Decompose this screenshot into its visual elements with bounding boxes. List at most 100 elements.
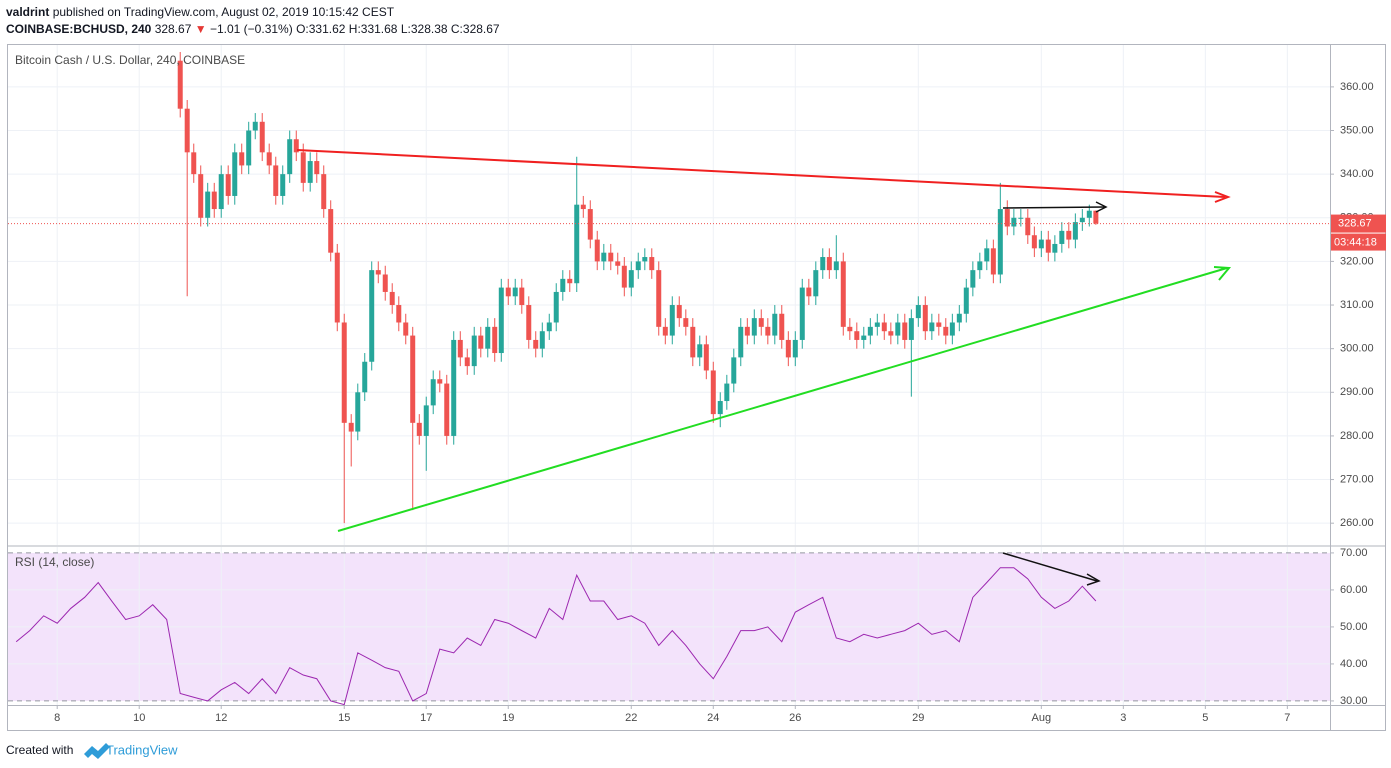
frame [7, 44, 1386, 731]
last-price-label: 328.67 [1338, 217, 1372, 229]
y-tick-label: 30.00 [1340, 695, 1368, 707]
candle-body [321, 174, 327, 210]
x-tick-label: 29 [912, 712, 924, 724]
candle-body [765, 326, 771, 336]
candle-body [580, 204, 586, 210]
candle-body [348, 422, 354, 432]
x-tick-label: 8 [54, 712, 60, 724]
candle-body [615, 261, 621, 266]
candle-body [744, 326, 750, 336]
x-tick-label: 10 [133, 712, 145, 724]
candle-body [498, 287, 504, 354]
candle-body [608, 252, 614, 262]
ohlc-h-value: 331.68 [360, 22, 398, 36]
candle-body [710, 370, 716, 415]
candle-body [587, 209, 593, 240]
candle-body [799, 287, 805, 340]
y-tick-label: 60.00 [1340, 584, 1368, 596]
ohlc-c: C: [450, 22, 463, 36]
candle-body [396, 305, 402, 323]
candle-body [847, 326, 853, 332]
candle-body [375, 270, 381, 275]
drawings [296, 149, 1232, 586]
candle-body [560, 278, 566, 292]
y-tick-label: 70.00 [1340, 547, 1368, 559]
candle-body [218, 174, 224, 210]
y-tick-label: 270.00 [1340, 473, 1374, 485]
ohlc-o-value: 331.62 [308, 22, 346, 36]
candle-body [273, 165, 279, 196]
candle-body [826, 257, 832, 271]
candle-body [792, 339, 798, 358]
rsi-arrow [1002, 552, 1098, 582]
candle-body [813, 270, 819, 297]
candle-body [963, 287, 969, 314]
x-tick-label: 5 [1202, 712, 1208, 724]
candle-body [854, 331, 860, 340]
rsi-title: RSI (14, close) [15, 555, 94, 569]
x-tick-label: 7 [1284, 712, 1290, 724]
candle-body [888, 331, 894, 336]
candle-body [1086, 210, 1092, 218]
y-tick-label: 340.00 [1340, 168, 1374, 180]
y-tick-label: 260.00 [1340, 517, 1374, 529]
arrow-head [1086, 573, 1101, 586]
candle-body [984, 248, 990, 262]
candle-body [471, 335, 477, 367]
candle-body [895, 322, 901, 336]
candle-body [1093, 210, 1099, 224]
candle-body [444, 383, 450, 436]
rsi-pane [8, 547, 1330, 705]
change: −1.01 (−0.31%) [209, 22, 293, 36]
candle-body [553, 291, 559, 323]
logo-mark [84, 743, 110, 759]
countdown-tag [1331, 233, 1386, 251]
symbol: COINBASE:BCHUSD, 240 [6, 22, 152, 36]
y-tick-label: 280.00 [1340, 430, 1374, 442]
candle-body [389, 291, 395, 306]
candle-body [908, 318, 914, 340]
arrow-head [1095, 201, 1108, 213]
x-tick-label: 22 [625, 712, 637, 724]
candle-body [519, 287, 525, 306]
candle-body [300, 152, 306, 183]
price-arrow [1002, 206, 1106, 209]
x-tick-label: 15 [338, 712, 350, 724]
candle-body [922, 305, 928, 332]
candle-body [239, 152, 245, 166]
published: published on TradingView.com, August 02,… [52, 5, 395, 19]
countdown: 03:44:18 [1334, 236, 1377, 248]
candle-body [1018, 217, 1024, 219]
candle-body [512, 287, 518, 297]
candle-body [785, 339, 791, 358]
brand: TradingView [106, 742, 178, 757]
candle-body [662, 326, 668, 336]
candle-body [1031, 235, 1037, 249]
candle-body [594, 239, 600, 262]
candle-body [1066, 230, 1072, 240]
y-tick-label: 310.00 [1340, 299, 1374, 311]
candle-body [929, 322, 935, 332]
candle-body [772, 313, 778, 336]
candle-body [635, 261, 641, 271]
candle-body [382, 274, 388, 292]
price-pane [8, 45, 1330, 545]
created-with: Created with [6, 743, 73, 757]
candle-body [533, 339, 539, 349]
candle-body [779, 313, 785, 340]
candle-body [806, 287, 812, 297]
candle-body [492, 326, 498, 354]
candle-body [867, 326, 873, 336]
down-icon: ▼ [194, 22, 207, 36]
candle-body [280, 174, 286, 196]
ohlc-l-value: 328.38 [410, 22, 448, 36]
candle-body [293, 139, 299, 153]
last: 328.67 [154, 22, 192, 36]
candle-body [840, 261, 846, 327]
candle-body [820, 257, 826, 271]
candle-body [949, 322, 955, 336]
candle-body [956, 313, 962, 323]
candle-body [287, 139, 293, 175]
y-tick-label: 50.00 [1340, 621, 1368, 633]
candle-body [669, 305, 675, 336]
